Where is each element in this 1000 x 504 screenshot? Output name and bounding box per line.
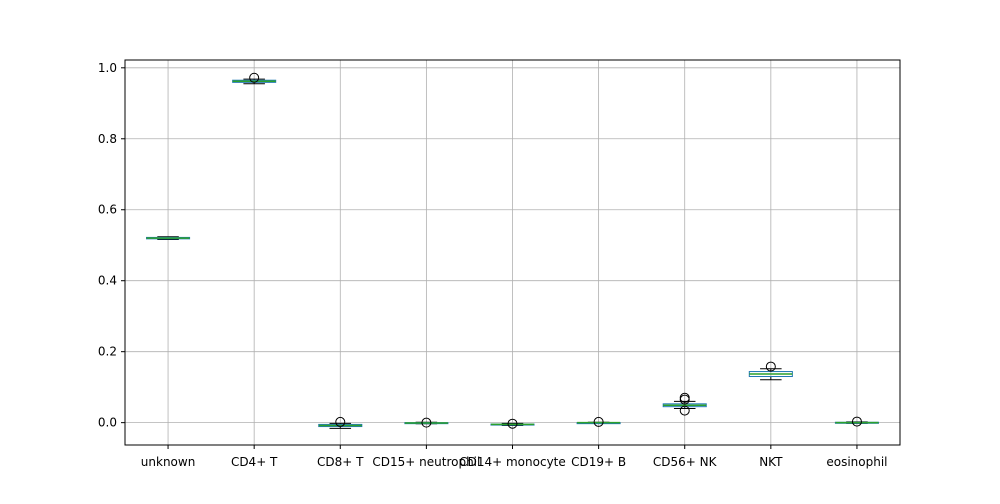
y-tick-label: 0.4 xyxy=(98,274,117,288)
x-tick-label: eosinophil xyxy=(826,455,887,469)
box-layer xyxy=(146,72,879,429)
box-group xyxy=(576,416,621,427)
x-tick-label: CD56+ NK xyxy=(653,455,718,469)
y-tick-label: 0.6 xyxy=(98,203,117,217)
outlier-point xyxy=(679,392,690,403)
x-tick-label: CD19+ B xyxy=(571,455,626,469)
y-tick-label: 0.0 xyxy=(98,416,117,430)
y-tick-label: 0.2 xyxy=(98,345,117,359)
grid-layer xyxy=(125,60,900,445)
y-tick-label: 1.0 xyxy=(98,61,117,75)
box-group xyxy=(232,72,277,85)
box-group xyxy=(662,392,707,416)
box-group xyxy=(404,417,449,428)
x-tick-label: CD8+ T xyxy=(317,455,364,469)
box-group xyxy=(146,236,191,241)
box-group xyxy=(748,361,793,381)
box-group xyxy=(834,416,879,427)
outlier-point xyxy=(679,405,690,416)
x-tick-label: unknown xyxy=(141,455,196,469)
x-tick-label: NKT xyxy=(759,455,783,469)
outlier-point xyxy=(507,418,518,429)
x-tick-label: CD4+ T xyxy=(231,455,278,469)
x-tick-label: CD15+ neutrophil xyxy=(372,455,480,469)
y-tick-label: 0.8 xyxy=(98,132,117,146)
box-group xyxy=(318,416,363,429)
x-tick-label: CD14+ monocyte xyxy=(459,455,566,469)
outlier-point xyxy=(593,416,604,427)
box-group xyxy=(490,418,535,429)
outlier-point xyxy=(765,361,776,372)
outlier-point xyxy=(851,416,862,427)
outlier-point xyxy=(421,417,432,428)
axes-layer: 0.0 0.2 0.4 0.6 0.8 1.0 unknown CD4+ T CD8+ T CD1… xyxy=(98,59,901,469)
outlier-point xyxy=(335,416,346,427)
outlier-point xyxy=(249,72,260,83)
